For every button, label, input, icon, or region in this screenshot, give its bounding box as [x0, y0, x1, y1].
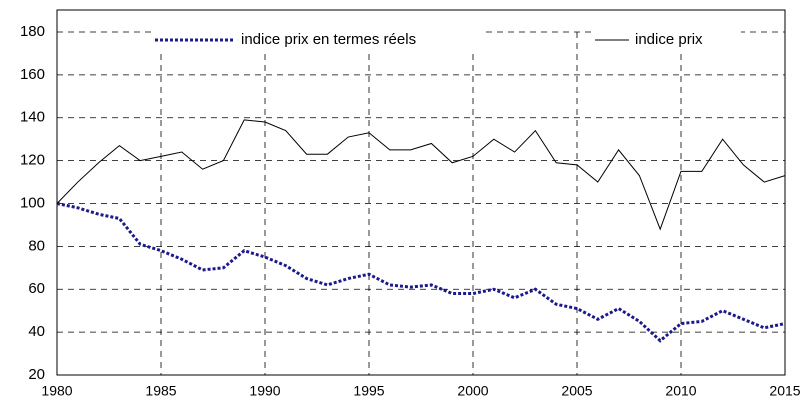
y-tick-label: 40 — [28, 323, 45, 340]
y-tick-label: 60 — [28, 280, 45, 297]
x-tick-label: 2010 — [665, 383, 696, 399]
x-tick-label: 1995 — [353, 383, 384, 399]
y-tick-label: 180 — [20, 23, 45, 40]
y-tick-label: 140 — [20, 109, 45, 126]
y-tick-label: 160 — [20, 66, 45, 83]
x-tick-label: 1980 — [41, 383, 72, 399]
x-tick-label: 2005 — [561, 383, 592, 399]
y-tick-label: 20 — [28, 366, 45, 383]
x-tick-label: 1985 — [145, 383, 176, 399]
series-line — [56, 119, 786, 231]
y-tick-label: 100 — [20, 194, 45, 211]
x-tick-label: 2015 — [769, 383, 800, 399]
x-tick-label: 2000 — [457, 383, 488, 399]
legend-label: indice prix en termes réels — [241, 31, 416, 48]
y-tick-label: 120 — [20, 152, 45, 169]
plot-frame — [56, 9, 786, 376]
x-tick-label: 1990 — [249, 383, 280, 399]
series-line — [56, 202, 786, 343]
y-tick-label: 80 — [28, 237, 45, 254]
legend-label: indice prix — [635, 31, 703, 48]
